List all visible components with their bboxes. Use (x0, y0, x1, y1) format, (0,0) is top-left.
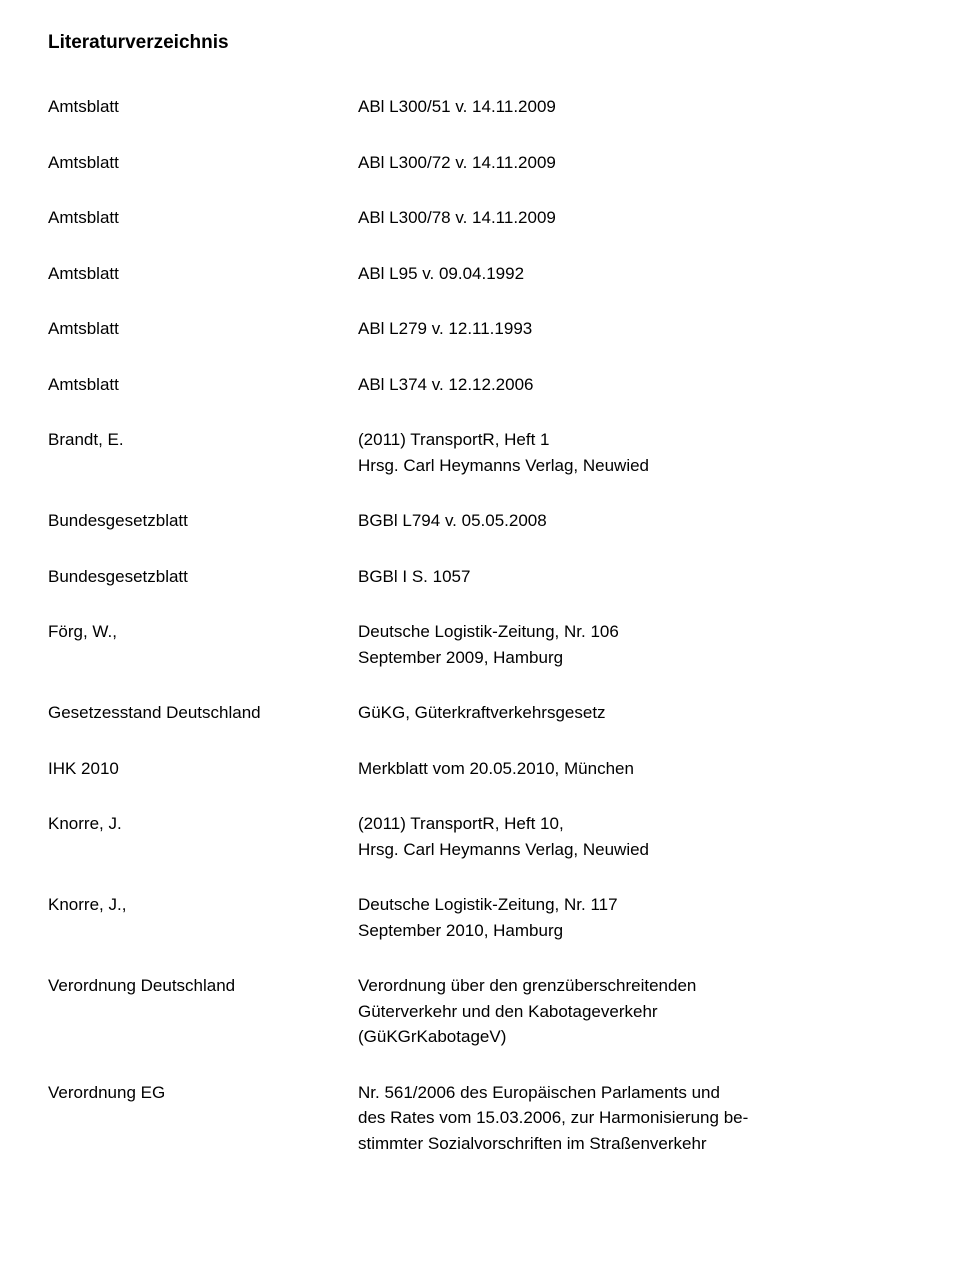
entry-citation: Deutsche Logistik-Zeitung, Nr. 106Septem… (358, 619, 912, 670)
entry-author: Verordnung EG (48, 1080, 358, 1157)
entry-citation: BGBl I S. 1057 (358, 564, 912, 590)
entry-author: Bundesgesetzblatt (48, 564, 358, 590)
entry-author: Amtsblatt (48, 316, 358, 342)
entry-author: Amtsblatt (48, 94, 358, 120)
bibliography-entry: AmtsblattABl L374 v. 12.12.2006 (48, 372, 912, 398)
entry-author: Förg, W., (48, 619, 358, 670)
entry-citation: (2011) TransportR, Heft 10,Hrsg. Carl He… (358, 811, 912, 862)
bibliography-entry: BundesgesetzblattBGBl L794 v. 05.05.2008 (48, 508, 912, 534)
entry-author: Knorre, J., (48, 892, 358, 943)
entry-citation: BGBl L794 v. 05.05.2008 (358, 508, 912, 534)
bibliography-entry: Verordnung DeutschlandVerordnung über de… (48, 973, 912, 1050)
bibliography-entry: Verordnung EGNr. 561/2006 des Europäisch… (48, 1080, 912, 1157)
entry-citation: GüKG, Güterkraftverkehrsgesetz (358, 700, 912, 726)
entry-citation: ABl L279 v. 12.11.1993 (358, 316, 912, 342)
entry-author: Amtsblatt (48, 205, 358, 231)
bibliography-entry: Knorre, J.,Deutsche Logistik-Zeitung, Nr… (48, 892, 912, 943)
entry-author: Knorre, J. (48, 811, 358, 862)
bibliography-entry: Knorre, J.(2011) TransportR, Heft 10,Hrs… (48, 811, 912, 862)
entry-citation: (2011) TransportR, Heft 1Hrsg. Carl Heym… (358, 427, 912, 478)
entry-citation: Nr. 561/2006 des Europäischen Parlaments… (358, 1080, 912, 1157)
entry-citation: ABl L300/78 v. 14.11.2009 (358, 205, 912, 231)
entry-author: Amtsblatt (48, 150, 358, 176)
bibliography-entry: AmtsblattABl L300/78 v. 14.11.2009 (48, 205, 912, 231)
bibliography-entry: AmtsblattABl L300/72 v. 14.11.2009 (48, 150, 912, 176)
entry-citation: ABl L300/72 v. 14.11.2009 (358, 150, 912, 176)
bibliography-entry: AmtsblattABl L279 v. 12.11.1993 (48, 316, 912, 342)
entry-citation: ABl L374 v. 12.12.2006 (358, 372, 912, 398)
entry-citation: Merkblatt vom 20.05.2010, München (358, 756, 912, 782)
entry-author: Brandt, E. (48, 427, 358, 478)
entry-citation: ABl L95 v. 09.04.1992 (358, 261, 912, 287)
entry-citation: Verordnung über den grenzüberschreitende… (358, 973, 912, 1050)
bibliography-heading: Literaturverzeichnis (48, 32, 912, 54)
bibliography-entry: AmtsblattABl L300/51 v. 14.11.2009 (48, 94, 912, 120)
entry-author: Verordnung Deutschland (48, 973, 358, 1050)
bibliography-entry: BundesgesetzblattBGBl I S. 1057 (48, 564, 912, 590)
entry-author: Bundesgesetzblatt (48, 508, 358, 534)
entry-author: Amtsblatt (48, 261, 358, 287)
bibliography-entry: Brandt, E.(2011) TransportR, Heft 1Hrsg.… (48, 427, 912, 478)
bibliography-entry: Förg, W.,Deutsche Logistik-Zeitung, Nr. … (48, 619, 912, 670)
bibliography-list: AmtsblattABl L300/51 v. 14.11.2009Amtsbl… (48, 94, 912, 1156)
entry-author: IHK 2010 (48, 756, 358, 782)
bibliography-entry: AmtsblattABl L95 v. 09.04.1992 (48, 261, 912, 287)
bibliography-entry: Gesetzesstand DeutschlandGüKG, Güterkraf… (48, 700, 912, 726)
bibliography-entry: IHK 2010Merkblatt vom 20.05.2010, Münche… (48, 756, 912, 782)
entry-citation: Deutsche Logistik-Zeitung, Nr. 117Septem… (358, 892, 912, 943)
entry-citation: ABl L300/51 v. 14.11.2009 (358, 94, 912, 120)
entry-author: Amtsblatt (48, 372, 358, 398)
entry-author: Gesetzesstand Deutschland (48, 700, 358, 726)
